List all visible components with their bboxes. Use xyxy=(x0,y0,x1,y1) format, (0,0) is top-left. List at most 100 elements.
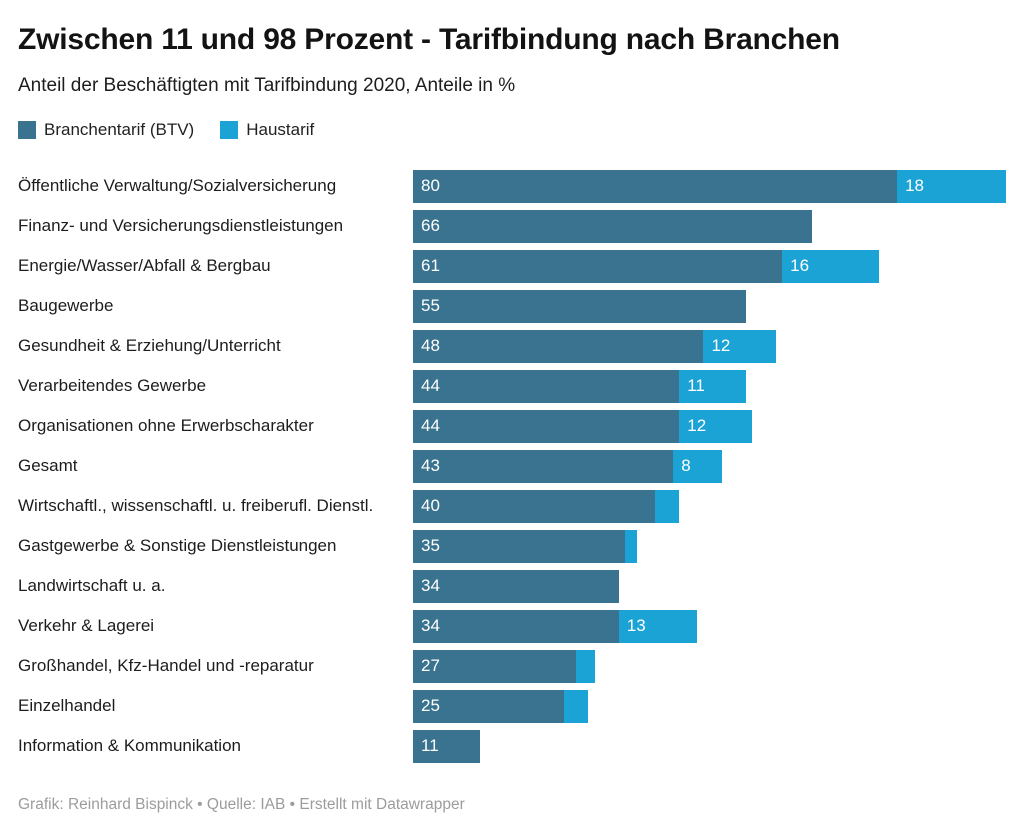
bar-segment-haustarif[interactable]: 13 xyxy=(618,609,698,643)
bar-segment-haustarif[interactable]: 8 xyxy=(673,449,722,483)
bar-value-label: 12 xyxy=(687,416,707,435)
bar-value-label: 44 xyxy=(421,376,440,395)
bar-track: 43 8 xyxy=(413,449,1006,483)
row-label: Organisationen ohne Erwerbscharakter xyxy=(18,416,314,436)
bar-segment-haustarif[interactable]: 12 xyxy=(703,329,777,363)
bar-value-label: 8 xyxy=(681,456,691,475)
bar-segment-branchentarif[interactable]: 66 xyxy=(413,209,813,243)
bar-track: 80 18 xyxy=(413,169,1006,203)
bar-segment-branchentarif[interactable]: 48 xyxy=(413,329,704,363)
bar-value-label: 12 xyxy=(711,336,731,355)
bar-value-label: 80 xyxy=(421,176,440,195)
bar-value-label: 40 xyxy=(421,496,440,515)
bar-segment-haustarif[interactable] xyxy=(576,649,595,683)
chart-row: Öffentliche Verwaltung/Sozialversicherun… xyxy=(18,166,1006,206)
bar-segment-haustarif[interactable]: 12 xyxy=(679,409,752,443)
row-label: Information & Kommunikation xyxy=(18,736,241,756)
bar-track: 25 xyxy=(413,689,1006,723)
bar-value-label: 27 xyxy=(421,656,440,675)
bar-track: 44 11 xyxy=(413,369,1006,403)
bar-value-label: 16 xyxy=(790,256,810,275)
row-label: Landwirtschaft u. a. xyxy=(18,576,166,596)
bar-segment-branchentarif[interactable]: 34 xyxy=(413,609,619,643)
bar-track: 35 xyxy=(413,529,1006,563)
bar-segment-branchentarif[interactable]: 40 xyxy=(413,489,656,523)
bar-track: 48 12 xyxy=(413,329,1006,363)
bar-segment-branchentarif[interactable]: 35 xyxy=(413,529,625,563)
chart-row: Energie/Wasser/Abfall & Bergbau 61 16 xyxy=(18,246,1006,286)
chart-row: Gesundheit & Erziehung/Unterricht 48 12 xyxy=(18,326,1006,366)
chart-row: Landwirtschaft u. a. 34 xyxy=(18,566,1006,606)
legend-label-branchentarif: Branchentarif (BTV) xyxy=(44,120,195,139)
bar-track: 40 xyxy=(413,489,1006,523)
bar-segment-branchentarif[interactable]: 80 xyxy=(413,169,898,203)
bar-value-label: 44 xyxy=(421,416,440,435)
legend-swatch-haustarif-icon xyxy=(220,121,239,139)
bar-segment-branchentarif[interactable]: 44 xyxy=(413,409,680,443)
bar-segment-branchentarif[interactable]: 27 xyxy=(413,649,577,683)
bar-track: 34 13 xyxy=(413,609,1006,643)
bar-segment-branchentarif[interactable]: 55 xyxy=(413,289,746,323)
chart-row: Großhandel, Kfz-Handel und -reparatur 27 xyxy=(18,646,1006,686)
bar-value-label: 55 xyxy=(421,296,440,315)
bar-segment-branchentarif[interactable]: 25 xyxy=(413,689,565,723)
chart-row: Wirtschaftl., wissenschaftl. u. freiberu… xyxy=(18,486,1006,526)
chart-row: Information & Kommunikation 11 xyxy=(18,726,1006,766)
bar-segment-haustarif[interactable]: 18 xyxy=(897,169,1006,203)
row-label: Gesamt xyxy=(18,456,78,476)
bar-value-label: 34 xyxy=(421,576,440,595)
bar-segment-haustarif[interactable] xyxy=(624,529,637,563)
bar-segment-branchentarif[interactable]: 11 xyxy=(413,729,480,763)
bar-segment-branchentarif[interactable]: 61 xyxy=(413,249,783,283)
row-label: Verkehr & Lagerei xyxy=(18,616,155,636)
bar-track: 27 xyxy=(413,649,1006,683)
bar-track: 61 16 xyxy=(413,249,1006,283)
legend-swatch-branchentarif-icon xyxy=(18,121,36,139)
chart-row: Gesamt 43 8 xyxy=(18,446,1006,486)
row-label: Wirtschaftl., wissenschaftl. u. freiberu… xyxy=(18,496,374,516)
chart-row: Einzelhandel 25 xyxy=(18,686,1006,726)
bar-segment-branchentarif[interactable]: 34 xyxy=(413,569,619,603)
chart-row: Gastgewerbe & Sonstige Dienstleistungen 3… xyxy=(18,526,1006,566)
attribution-footer: Grafik: Reinhard Bispinck • Quelle: IAB … xyxy=(18,796,465,813)
chart-row: Finanz- und Versicherungsdienstleistunge… xyxy=(18,206,1006,246)
row-label: Baugewerbe xyxy=(18,296,114,316)
bar-value-label: 66 xyxy=(421,216,440,235)
chart-row: Verarbeitendes Gewerbe 44 11 xyxy=(18,366,1006,406)
bar-segment-haustarif[interactable]: 16 xyxy=(782,249,879,283)
legend-label-haustarif: Haustarif xyxy=(246,120,315,139)
bar-value-label: 11 xyxy=(687,376,705,395)
bar-track: 55 xyxy=(413,289,1006,323)
row-label: Großhandel, Kfz-Handel und -reparatur xyxy=(18,656,314,676)
chart-row: Baugewerbe 55 xyxy=(18,286,1006,326)
row-label: Gesundheit & Erziehung/Unterricht xyxy=(18,336,281,356)
bar-value-label: 13 xyxy=(626,616,646,635)
bar-value-label: 11 xyxy=(421,736,439,755)
chart-row: Verkehr & Lagerei 34 13 xyxy=(18,606,1006,646)
chart-subtitle: Anteil der Beschäftigten mit Tarifbindun… xyxy=(18,75,516,96)
bar-chart: Öffentliche Verwaltung/Sozialversicherun… xyxy=(18,166,1006,766)
bar-track: 66 xyxy=(413,209,1006,243)
bar-segment-branchentarif[interactable]: 44 xyxy=(413,369,680,403)
row-label: Öffentliche Verwaltung/Sozialversicherun… xyxy=(18,176,337,196)
bar-value-label: 18 xyxy=(905,176,924,195)
bar-value-label: 61 xyxy=(421,256,440,275)
bar-value-label: 43 xyxy=(421,456,440,475)
bar-segment-branchentarif[interactable]: 43 xyxy=(413,449,674,483)
legend: Branchentarif (BTV) Haustarif xyxy=(18,120,1006,140)
bar-segment-haustarif[interactable] xyxy=(564,689,589,723)
row-label: Finanz- und Versicherungsdienstleistunge… xyxy=(18,216,344,236)
row-label: Einzelhandel xyxy=(18,696,116,716)
bar-value-label: 25 xyxy=(421,696,440,715)
bar-value-label: 35 xyxy=(421,536,440,555)
bar-value-label: 48 xyxy=(421,336,440,355)
bar-track: 11 xyxy=(413,729,1006,763)
row-label: Gastgewerbe & Sonstige Dienstleistungen xyxy=(18,536,337,556)
bar-segment-haustarif[interactable]: 11 xyxy=(679,369,746,403)
bar-segment-haustarif[interactable] xyxy=(655,489,680,523)
bar-value-label: 34 xyxy=(421,616,440,635)
bar-track: 34 xyxy=(413,569,1006,603)
bar-track: 44 12 xyxy=(413,409,1006,443)
row-label: Verarbeitendes Gewerbe xyxy=(18,376,207,396)
legend-item-haustarif: Haustarif xyxy=(220,120,314,140)
